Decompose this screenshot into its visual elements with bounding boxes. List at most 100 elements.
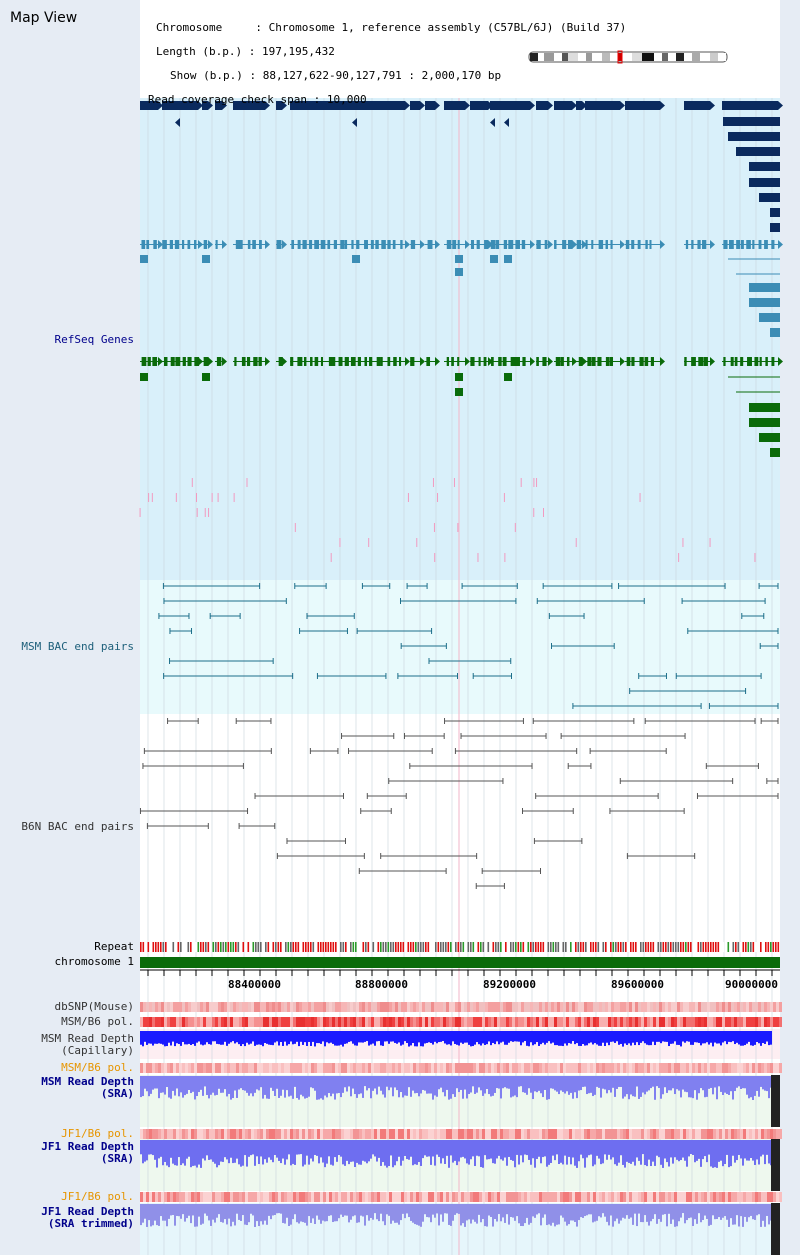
track-label-jf1-b6-pol-2[interactable]: JF1/B6 pol. xyxy=(61,1190,134,1203)
read-depth-bar xyxy=(492,1140,494,1164)
track-label-jf1-depth-sra[interactable]: JF1 Read Depth (SRA) xyxy=(41,1141,134,1165)
read-depth-bar xyxy=(550,1076,552,1089)
read-depth-bar xyxy=(570,1076,572,1093)
polymorphism-cell xyxy=(722,1192,725,1202)
read-depth-bar xyxy=(330,1031,332,1043)
gene-exon xyxy=(182,357,186,366)
polymorphism-cell xyxy=(332,1192,335,1202)
polymorphism-cell xyxy=(695,1192,698,1202)
track-label-refseq[interactable]: RefSeq Genes xyxy=(54,333,134,346)
polymorphism-cell xyxy=(635,1129,638,1139)
read-depth-bar xyxy=(216,1076,218,1095)
track-label-repeat[interactable]: Repeat xyxy=(94,940,134,953)
polymorphism-cell xyxy=(242,1017,245,1027)
read-depth-bar xyxy=(270,1140,272,1160)
gene-exon xyxy=(400,240,403,249)
polymorphism-cell xyxy=(557,1063,560,1073)
repeat-element xyxy=(620,942,622,952)
polymorphism-cell xyxy=(767,1017,770,1027)
polymorphism-cell xyxy=(668,1002,671,1012)
polymorphism-cell xyxy=(512,1063,515,1073)
polymorphism-cell xyxy=(539,1017,542,1027)
polymorphism-cell xyxy=(593,1017,596,1027)
read-depth-bar xyxy=(718,1031,720,1044)
polymorphism-cell xyxy=(278,1192,281,1202)
track-label-b6n-bac[interactable]: B6N BAC end pairs xyxy=(21,820,134,833)
read-depth-bar xyxy=(500,1204,502,1222)
read-depth-bar xyxy=(374,1031,376,1046)
read-depth-bar xyxy=(520,1031,522,1046)
read-depth-bar xyxy=(566,1204,568,1226)
read-depth-bar xyxy=(630,1204,632,1218)
polymorphism-cell xyxy=(701,1192,704,1202)
polymorphism-cell xyxy=(542,1002,545,1012)
read-depth-bar xyxy=(280,1031,282,1043)
polymorphism-cell xyxy=(719,1017,722,1027)
gene-strand-arrow xyxy=(572,357,577,366)
repeat-element xyxy=(760,942,762,952)
gene-strand-arrow xyxy=(282,101,287,110)
polymorphism-cell xyxy=(677,1002,680,1012)
polymorphism-cell xyxy=(440,1063,443,1073)
polymorphism-cell xyxy=(503,1017,506,1027)
polymorphism-cell xyxy=(656,1017,659,1027)
track-label-msm-b6-pol-2[interactable]: MSM/B6 pol. xyxy=(61,1061,134,1074)
polymorphism-cell xyxy=(227,1129,230,1139)
polymorphism-cell xyxy=(320,1129,323,1139)
repeat-element xyxy=(287,942,290,952)
track-label-jf1-depth-trimmed[interactable]: JF1 Read Depth (SRA trimmed) xyxy=(41,1206,134,1230)
gene-exon xyxy=(729,240,734,249)
repeat-element xyxy=(637,942,640,952)
polymorphism-cell xyxy=(506,1192,509,1202)
read-depth-bar xyxy=(234,1204,236,1226)
read-depth-bar xyxy=(640,1031,642,1043)
repeat-element xyxy=(190,942,192,952)
read-depth-bar xyxy=(332,1204,334,1223)
polymorphism-cell xyxy=(605,1063,608,1073)
polymorphism-cell xyxy=(572,1192,575,1202)
read-depth-bar xyxy=(590,1204,592,1215)
read-depth-bar xyxy=(618,1031,620,1045)
read-depth-bar xyxy=(350,1031,352,1042)
read-depth-bar xyxy=(746,1031,748,1044)
track-label-dbsnp[interactable]: dbSNP(Mouse) xyxy=(54,1000,134,1013)
track-label-msm-b6-pol-1[interactable]: MSM/B6 pol. xyxy=(61,1015,134,1028)
read-depth-bar xyxy=(696,1204,698,1224)
track-label-jf1-b6-pol-1[interactable]: JF1/B6 pol. xyxy=(61,1127,134,1140)
read-depth-bar xyxy=(526,1140,528,1156)
read-depth-bar xyxy=(540,1204,542,1226)
read-depth-bar xyxy=(254,1076,256,1093)
polymorphism-cell xyxy=(338,1063,341,1073)
polymorphism-cell xyxy=(158,1002,161,1012)
ideogram-band xyxy=(662,53,668,61)
ideogram-band xyxy=(544,53,554,61)
read-depth-bar xyxy=(306,1140,308,1156)
polymorphism-cell xyxy=(758,1063,761,1073)
read-depth-bar xyxy=(450,1204,452,1226)
read-depth-bar xyxy=(662,1140,664,1168)
polymorphism-cell xyxy=(581,1002,584,1012)
polymorphism-cell xyxy=(470,1192,473,1202)
axis-tick-label: 90000000 xyxy=(725,978,778,991)
read-depth-bar xyxy=(642,1031,644,1042)
polymorphism-cell xyxy=(329,1002,332,1012)
gene-exon xyxy=(536,101,548,110)
polymorphism-cell xyxy=(140,1002,143,1012)
polymorphism-cell xyxy=(701,1063,704,1073)
repeat-element xyxy=(532,942,535,952)
read-depth-bar xyxy=(316,1140,318,1156)
gene-exon xyxy=(605,240,608,249)
gene-strand-arrow xyxy=(420,101,425,110)
read-depth-bar xyxy=(666,1076,668,1093)
polymorphism-cell xyxy=(758,1192,761,1202)
track-label-msm-depth-sra[interactable]: MSM Read Depth (SRA) xyxy=(41,1076,134,1100)
track-label-chromosome[interactable]: chromosome 1 xyxy=(54,955,134,968)
track-label-msm-bac[interactable]: MSM BAC end pairs xyxy=(21,640,134,653)
read-depth-bar xyxy=(358,1031,360,1043)
track-label-msm-depth-capillary[interactable]: MSM Read Depth (Capillary) xyxy=(41,1033,134,1057)
read-depth-bar xyxy=(312,1031,314,1042)
polymorphism-cell xyxy=(356,1002,359,1012)
polymorphism-cell xyxy=(383,1017,386,1027)
read-depth-bar xyxy=(378,1031,380,1042)
gene-exon xyxy=(625,240,630,249)
